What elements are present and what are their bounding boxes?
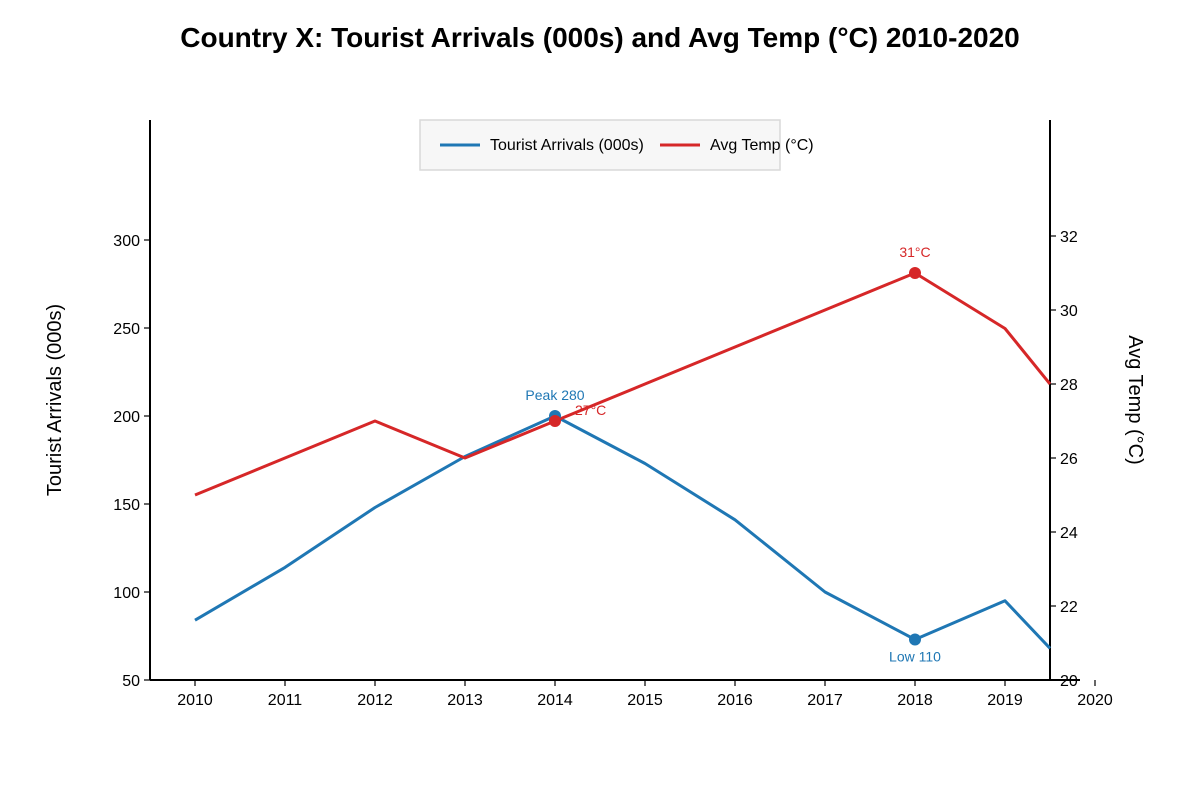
x-tick-label: 2017: [807, 692, 843, 709]
right-y-tick-label: 26: [1060, 451, 1078, 468]
left-y-tick-label: 300: [113, 233, 140, 250]
right-y-tick-label: 22: [1060, 599, 1078, 616]
annotation-label: Peak 280: [525, 387, 584, 403]
left-y-tick-label: 100: [113, 585, 140, 602]
right-y-tick-label: 24: [1060, 525, 1078, 542]
arrivals-line: [194, 414, 1052, 650]
left-y-tick-label: 50: [122, 673, 140, 690]
right-y-tick-label: 30: [1060, 303, 1078, 320]
annotation-label: 27°C: [575, 402, 606, 418]
right-y-tick-label: 20: [1060, 673, 1078, 690]
legend-label: Avg Temp (°C): [710, 137, 814, 154]
chart-title: Country X: Tourist Arrivals (000s) and A…: [180, 22, 1020, 53]
temperature-line: [194, 271, 1052, 497]
x-tick-label: 2019: [987, 692, 1023, 709]
left-y-axis-title: Tourist Arrivals (000s): [44, 304, 66, 496]
left-y-tick-label: 150: [113, 497, 140, 514]
arrivals-marker: [909, 633, 921, 646]
left-y-tick-label: 200: [113, 409, 140, 426]
x-tick-label: 2011: [268, 692, 303, 709]
x-tick-label: 2012: [357, 692, 393, 709]
x-tick-label: 2016: [717, 692, 753, 709]
x-tick-label: 2014: [537, 692, 573, 709]
x-tick-label: 2013: [447, 692, 483, 709]
legend-label: Tourist Arrivals (000s): [490, 137, 644, 154]
x-tick-label: 2018: [897, 692, 933, 709]
x-tick-label: 2020: [1077, 692, 1113, 709]
annotation-label: Low 110: [889, 649, 941, 665]
temperature-marker: [549, 415, 561, 427]
temperature-marker: [909, 267, 921, 279]
x-tick-label: 2015: [627, 692, 663, 709]
x-tick-label: 2010: [177, 692, 213, 709]
annotation-label: 31°C: [899, 244, 930, 260]
right-y-tick-label: 28: [1060, 377, 1078, 394]
right-y-tick-label: 32: [1060, 229, 1078, 246]
left-y-tick-label: 250: [113, 321, 140, 338]
right-y-axis-title: Avg Temp (°C): [1124, 335, 1146, 465]
